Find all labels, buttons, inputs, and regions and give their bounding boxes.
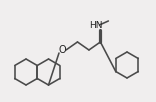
Text: O: O [58,45,66,55]
Text: HN: HN [89,21,102,30]
